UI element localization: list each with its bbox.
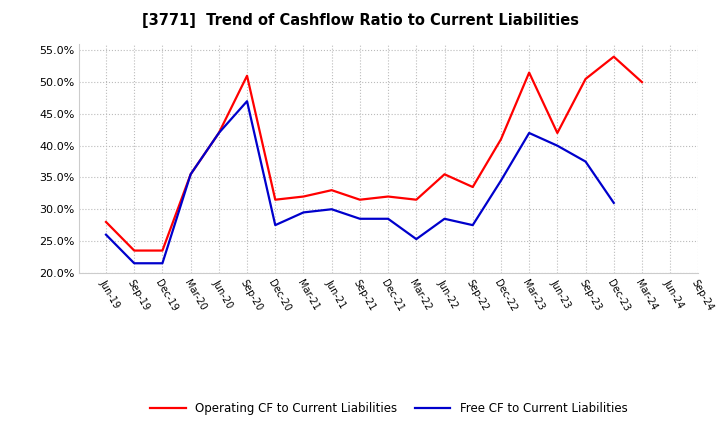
Operating CF to Current Liabilities bbox=[553, 130, 562, 136]
Free CF to Current Liabilities bbox=[215, 130, 223, 136]
Free CF to Current Liabilities bbox=[158, 260, 167, 266]
Operating CF to Current Liabilities bbox=[271, 197, 279, 202]
Free CF to Current Liabilities bbox=[186, 172, 195, 177]
Free CF to Current Liabilities bbox=[440, 216, 449, 221]
Operating CF to Current Liabilities bbox=[469, 184, 477, 190]
Operating CF to Current Liabilities bbox=[356, 197, 364, 202]
Operating CF to Current Liabilities bbox=[412, 197, 420, 202]
Operating CF to Current Liabilities bbox=[130, 248, 138, 253]
Free CF to Current Liabilities bbox=[525, 130, 534, 136]
Text: [3771]  Trend of Cashflow Ratio to Current Liabilities: [3771] Trend of Cashflow Ratio to Curren… bbox=[142, 13, 578, 28]
Operating CF to Current Liabilities bbox=[243, 73, 251, 78]
Free CF to Current Liabilities bbox=[469, 223, 477, 228]
Free CF to Current Liabilities bbox=[581, 159, 590, 164]
Free CF to Current Liabilities bbox=[384, 216, 392, 221]
Operating CF to Current Liabilities bbox=[581, 76, 590, 81]
Operating CF to Current Liabilities bbox=[328, 187, 336, 193]
Operating CF to Current Liabilities bbox=[158, 248, 167, 253]
Free CF to Current Liabilities bbox=[356, 216, 364, 221]
Free CF to Current Liabilities bbox=[328, 207, 336, 212]
Operating CF to Current Liabilities bbox=[440, 172, 449, 177]
Free CF to Current Liabilities bbox=[102, 232, 110, 237]
Operating CF to Current Liabilities bbox=[638, 80, 647, 85]
Operating CF to Current Liabilities bbox=[299, 194, 307, 199]
Free CF to Current Liabilities bbox=[243, 99, 251, 104]
Free CF to Current Liabilities bbox=[130, 260, 138, 266]
Operating CF to Current Liabilities bbox=[609, 54, 618, 59]
Legend: Operating CF to Current Liabilities, Free CF to Current Liabilities: Operating CF to Current Liabilities, Fre… bbox=[145, 398, 632, 420]
Free CF to Current Liabilities bbox=[271, 223, 279, 228]
Free CF to Current Liabilities bbox=[609, 200, 618, 205]
Operating CF to Current Liabilities bbox=[384, 194, 392, 199]
Operating CF to Current Liabilities bbox=[525, 70, 534, 75]
Operating CF to Current Liabilities bbox=[497, 137, 505, 142]
Line: Operating CF to Current Liabilities: Operating CF to Current Liabilities bbox=[106, 57, 642, 250]
Free CF to Current Liabilities bbox=[553, 143, 562, 148]
Free CF to Current Liabilities bbox=[412, 236, 420, 242]
Operating CF to Current Liabilities bbox=[215, 130, 223, 136]
Line: Free CF to Current Liabilities: Free CF to Current Liabilities bbox=[106, 101, 613, 263]
Free CF to Current Liabilities bbox=[497, 178, 505, 183]
Operating CF to Current Liabilities bbox=[102, 219, 110, 224]
Operating CF to Current Liabilities bbox=[186, 172, 195, 177]
Free CF to Current Liabilities bbox=[299, 210, 307, 215]
